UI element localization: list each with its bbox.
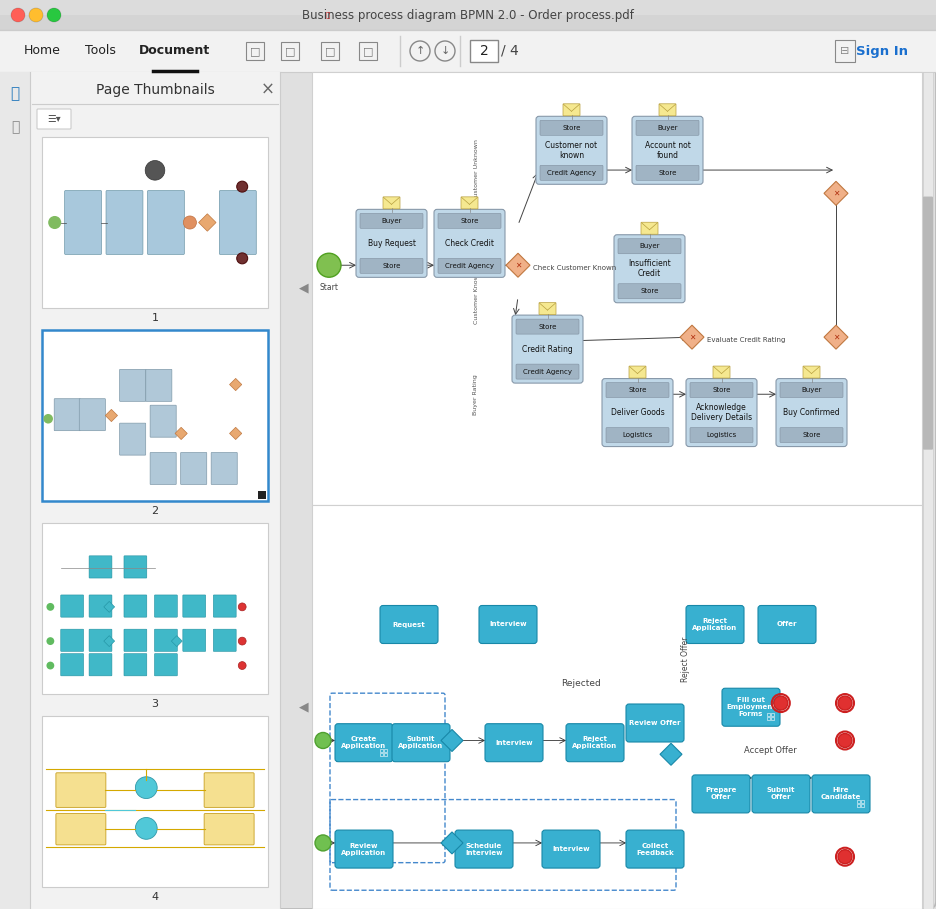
- FancyBboxPatch shape: [213, 629, 236, 652]
- Bar: [771, 714, 774, 716]
- Text: ☰▾: ☰▾: [47, 114, 61, 124]
- FancyBboxPatch shape: [154, 595, 177, 617]
- Polygon shape: [229, 427, 241, 440]
- FancyBboxPatch shape: [65, 191, 101, 255]
- Polygon shape: [198, 214, 216, 231]
- Text: Page Thumbnails: Page Thumbnails: [95, 83, 214, 97]
- FancyBboxPatch shape: [455, 830, 513, 868]
- FancyBboxPatch shape: [780, 427, 843, 443]
- Text: Evaluate Credit Rating: Evaluate Credit Rating: [707, 337, 785, 343]
- Bar: [258, 491, 266, 499]
- Text: Buy Confirmed: Buy Confirmed: [783, 408, 840, 417]
- Text: ↑: ↑: [416, 46, 425, 56]
- Circle shape: [48, 216, 61, 229]
- FancyBboxPatch shape: [213, 595, 236, 617]
- Polygon shape: [105, 409, 118, 422]
- Text: Credit Agency: Credit Agency: [547, 170, 596, 175]
- Circle shape: [237, 181, 248, 192]
- Polygon shape: [441, 832, 463, 854]
- FancyBboxPatch shape: [438, 214, 501, 228]
- FancyBboxPatch shape: [566, 724, 624, 762]
- Bar: [923, 72, 933, 909]
- Polygon shape: [824, 181, 848, 205]
- Circle shape: [315, 835, 331, 851]
- Text: Reject Offer: Reject Offer: [681, 637, 691, 683]
- Text: Customer Unknown: Customer Unknown: [474, 139, 478, 201]
- Text: ◀: ◀: [300, 701, 309, 714]
- Bar: [246, 42, 264, 60]
- FancyBboxPatch shape: [56, 773, 106, 807]
- Text: 🗂: 🗂: [10, 86, 20, 102]
- Circle shape: [317, 254, 341, 277]
- Text: Review Offer: Review Offer: [629, 720, 680, 726]
- Text: 2: 2: [152, 506, 158, 516]
- Text: Logistics: Logistics: [622, 432, 652, 438]
- Bar: [42, 137, 268, 308]
- FancyBboxPatch shape: [686, 605, 744, 644]
- Text: Hire
Candidate: Hire Candidate: [821, 787, 861, 801]
- Polygon shape: [229, 378, 241, 391]
- FancyBboxPatch shape: [183, 595, 206, 617]
- Text: Request: Request: [392, 622, 425, 627]
- Bar: [861, 800, 864, 803]
- FancyBboxPatch shape: [89, 654, 112, 675]
- Text: ✕: ✕: [515, 261, 521, 270]
- FancyBboxPatch shape: [641, 222, 658, 235]
- Text: Reject
Application: Reject Application: [573, 736, 618, 749]
- FancyBboxPatch shape: [56, 814, 106, 844]
- Text: Logistics: Logistics: [707, 432, 737, 438]
- FancyBboxPatch shape: [686, 378, 757, 446]
- Circle shape: [145, 161, 165, 180]
- FancyBboxPatch shape: [120, 424, 146, 455]
- Text: Tools: Tools: [84, 45, 115, 57]
- Text: ×: ×: [261, 81, 275, 99]
- Text: □: □: [363, 46, 373, 56]
- FancyBboxPatch shape: [212, 453, 237, 484]
- FancyBboxPatch shape: [124, 595, 147, 617]
- FancyBboxPatch shape: [204, 773, 254, 807]
- Text: Offer: Offer: [777, 622, 797, 627]
- Circle shape: [774, 696, 788, 710]
- Text: Store: Store: [538, 324, 557, 330]
- FancyBboxPatch shape: [540, 120, 603, 135]
- Polygon shape: [175, 427, 187, 440]
- Text: Store: Store: [640, 288, 659, 295]
- FancyBboxPatch shape: [89, 555, 112, 578]
- Bar: [0, 72, 30, 909]
- Text: □: □: [285, 46, 295, 56]
- FancyBboxPatch shape: [536, 116, 607, 185]
- Text: Sign In: Sign In: [856, 45, 908, 57]
- Text: Store: Store: [802, 432, 821, 438]
- Text: Credit Rating: Credit Rating: [522, 345, 573, 354]
- FancyBboxPatch shape: [124, 629, 147, 652]
- FancyBboxPatch shape: [146, 369, 172, 402]
- Circle shape: [838, 850, 852, 864]
- Circle shape: [47, 603, 54, 611]
- Text: 1: 1: [152, 313, 158, 323]
- FancyBboxPatch shape: [516, 365, 579, 379]
- FancyBboxPatch shape: [803, 366, 820, 378]
- Text: 2: 2: [479, 44, 489, 58]
- FancyBboxPatch shape: [61, 654, 83, 675]
- FancyBboxPatch shape: [335, 724, 393, 762]
- Bar: [281, 42, 299, 60]
- FancyBboxPatch shape: [124, 555, 147, 578]
- Text: Customer Known: Customer Known: [474, 270, 478, 324]
- Text: ✕: ✕: [833, 333, 840, 342]
- FancyBboxPatch shape: [204, 814, 254, 844]
- FancyBboxPatch shape: [392, 724, 450, 762]
- Bar: [470, 40, 498, 62]
- Text: □: □: [250, 46, 260, 56]
- Bar: [857, 804, 860, 807]
- FancyBboxPatch shape: [602, 378, 673, 446]
- Text: Buyer Rating: Buyer Rating: [474, 374, 478, 415]
- Text: Acknowledge
Delivery Details: Acknowledge Delivery Details: [691, 403, 752, 423]
- Text: Store: Store: [563, 125, 580, 131]
- FancyBboxPatch shape: [606, 383, 669, 397]
- Bar: [359, 42, 377, 60]
- Text: Interview: Interview: [495, 740, 533, 745]
- FancyBboxPatch shape: [154, 654, 177, 675]
- Text: Store: Store: [382, 263, 401, 269]
- FancyBboxPatch shape: [61, 629, 83, 652]
